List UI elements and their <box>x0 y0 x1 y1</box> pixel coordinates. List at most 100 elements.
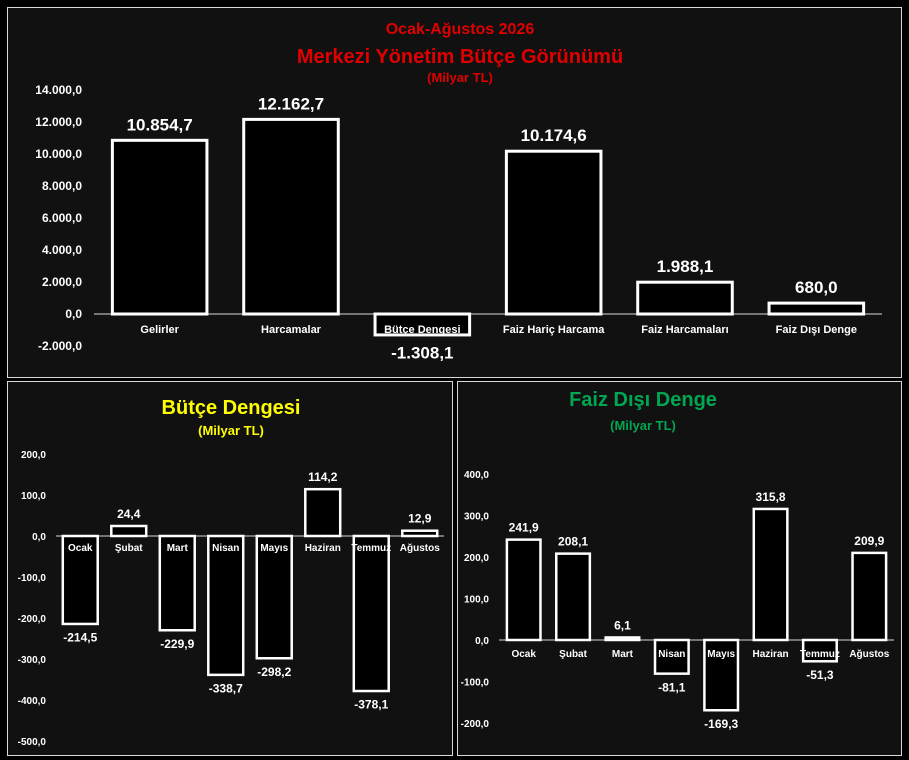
bar <box>110 138 209 316</box>
data-label: -81,1 <box>658 680 686 694</box>
y-tick-label: 14.000,0 <box>35 83 82 97</box>
y-tick-label: -100,0 <box>461 678 490 689</box>
y-tick-label: 2.000,0 <box>42 275 82 289</box>
chart-subtitle: (Milyar TL) <box>198 423 264 438</box>
chart-title: Faiz Dışı Denge <box>569 389 717 411</box>
category-label: Ağustos <box>400 543 440 554</box>
y-tick-label: 100,0 <box>21 491 46 502</box>
y-tick-label: 0,0 <box>65 307 82 321</box>
y-tick-label: -400,0 <box>18 696 47 707</box>
chart-title: Bütçe Dengesi <box>162 397 301 419</box>
chart-subtitle: (Milyar TL) <box>610 418 676 433</box>
data-label: 10.854,7 <box>127 115 193 134</box>
category-label: Mart <box>612 649 634 660</box>
data-label: -378,1 <box>354 698 388 712</box>
bar <box>767 301 866 316</box>
category-label: Haziran <box>753 649 789 660</box>
data-label: 208,1 <box>558 535 588 549</box>
data-label: 1.988,1 <box>657 257 714 276</box>
bar <box>242 117 340 316</box>
category-label: Şubat <box>559 649 587 660</box>
y-tick-label: 200,0 <box>464 553 489 564</box>
y-tick-label: 12.000,0 <box>35 115 82 129</box>
chart-subtitle: (Milyar TL) <box>427 70 493 85</box>
y-tick-label: -2.000,0 <box>38 339 82 353</box>
data-label: -229,9 <box>160 637 194 651</box>
bar <box>653 638 690 675</box>
y-tick-label: 10.000,0 <box>35 147 82 161</box>
category-label: Nisan <box>212 543 239 554</box>
data-label: 315,8 <box>756 490 786 504</box>
primary-balance-panel: Faiz Dışı Denge (Milyar TL) 400,0 300,0 20… <box>457 381 902 756</box>
y-tick-label: -200,0 <box>18 614 47 625</box>
data-label: -298,2 <box>257 665 291 679</box>
bar <box>504 149 603 316</box>
category-label: Mayıs <box>707 649 735 660</box>
category-label: Harcamalar <box>261 324 322 336</box>
budget-balance-panel: Bütçe Dengesi (Milyar TL) 200,0 100,0 0,0 -… <box>7 381 453 756</box>
primary-balance-chart: Faiz Dışı Denge (Milyar TL) 400,0 300,0 20… <box>461 389 894 731</box>
y-tick-label: 100,0 <box>464 595 489 606</box>
data-label: 241,9 <box>509 521 539 535</box>
category-label: Mayıs <box>260 543 288 554</box>
data-label: -51,3 <box>806 668 834 682</box>
data-label: 12.162,7 <box>258 94 324 113</box>
y-tick-label: 400,0 <box>464 470 489 481</box>
bar <box>61 534 99 626</box>
bar <box>703 638 740 712</box>
data-label: -169,3 <box>704 717 738 731</box>
chart-title-line2: Merkezi Yönetim Bütçe Görünümü <box>297 46 623 68</box>
category-label: Temmuz <box>351 543 391 554</box>
y-tick-label: 300,0 <box>464 512 489 523</box>
data-label: 24,4 <box>117 507 141 521</box>
data-label: -214,5 <box>63 631 97 645</box>
data-label: 12,9 <box>408 512 432 526</box>
bar <box>505 538 542 642</box>
category-label: Haziran <box>305 543 341 554</box>
bar <box>555 552 592 642</box>
category-label: Ağustos <box>849 649 889 660</box>
data-label: 10.174,6 <box>521 126 587 145</box>
y-tick-label: -100,0 <box>18 573 47 584</box>
data-label: 680,0 <box>795 278 838 297</box>
bar <box>401 529 439 538</box>
bar <box>304 487 342 538</box>
bar <box>255 534 293 660</box>
data-label: 209,9 <box>854 534 884 548</box>
y-tick-label: 0,0 <box>475 636 489 647</box>
bar <box>851 551 888 642</box>
category-label: Mart <box>167 543 189 554</box>
bar <box>158 534 196 632</box>
category-label: Faiz Dışı Denge <box>776 324 857 336</box>
bar <box>604 636 641 642</box>
bar <box>801 638 838 663</box>
category-label: Gelirler <box>140 324 179 336</box>
bar <box>373 312 472 337</box>
bar <box>752 507 789 642</box>
data-label: -338,7 <box>209 681 243 695</box>
category-label: Şubat <box>115 543 143 554</box>
category-label: Ocak <box>68 543 93 554</box>
budget-overview-chart: Ocak-Ağustos 2026 Merkezi Yönetim Bütçe … <box>35 21 882 363</box>
y-tick-label: -500,0 <box>18 737 47 748</box>
data-label: 6,1 <box>614 618 631 632</box>
data-label: -1.308,1 <box>391 344 453 363</box>
bar <box>110 524 148 538</box>
category-label: Nisan <box>658 649 685 660</box>
data-label: 114,2 <box>308 470 338 484</box>
chart-title-line1: Ocak-Ağustos 2026 <box>386 21 535 38</box>
bar <box>636 280 734 316</box>
category-label: Temmuz <box>800 649 840 660</box>
y-tick-label: 0,0 <box>32 532 46 543</box>
y-tick-label: 8.000,0 <box>42 179 82 193</box>
category-label: Faiz Harcamaları <box>641 324 728 336</box>
y-tick-label: 4.000,0 <box>42 243 82 257</box>
category-label: Faiz Hariç Harcama <box>503 324 605 336</box>
budget-overview-panel: Ocak-Ağustos 2026 Merkezi Yönetim Bütçe … <box>7 7 902 378</box>
y-tick-label: 6.000,0 <box>42 211 82 225</box>
bar <box>352 534 390 693</box>
bar <box>207 534 245 677</box>
category-label: Bütçe Dengesi <box>384 324 460 336</box>
y-tick-label: 200,0 <box>21 450 46 461</box>
y-tick-label: -300,0 <box>18 655 47 666</box>
